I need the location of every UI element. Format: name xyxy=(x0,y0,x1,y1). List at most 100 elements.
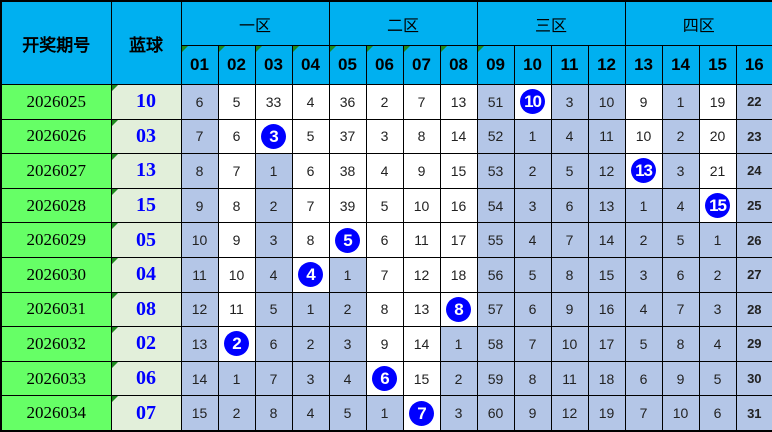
miss-count-cell: 10 xyxy=(624,118,663,155)
hit-cell: 4 xyxy=(291,256,330,293)
miss-count-cell: 5 xyxy=(291,118,330,155)
miss-count-cell: 56 xyxy=(476,256,515,293)
miss-count-cell: 31 xyxy=(735,395,772,432)
miss-count-cell: 5 xyxy=(513,256,552,293)
miss-count-cell: 7 xyxy=(402,84,441,120)
hit-ball-marker: 10 xyxy=(520,89,546,115)
miss-count-cell: 6 xyxy=(661,256,700,293)
miss-count-cell: 7 xyxy=(661,291,700,328)
miss-count-cell: 14 xyxy=(402,326,441,362)
miss-count-cell: 8 xyxy=(402,118,441,155)
miss-count-cell: 10 xyxy=(587,84,626,120)
blue-ball-cell: 04 xyxy=(110,256,182,293)
number-header-03: 03 xyxy=(254,45,293,85)
miss-count-cell: 30 xyxy=(735,360,772,397)
hit-ball-marker: 6 xyxy=(372,366,398,392)
miss-count-cell: 54 xyxy=(476,187,515,224)
miss-count-cell: 8 xyxy=(291,222,330,258)
miss-count-cell: 55 xyxy=(476,222,515,258)
miss-count-cell: 4 xyxy=(291,395,330,432)
number-header-07: 07 xyxy=(402,45,441,85)
miss-count-cell: 14 xyxy=(587,222,626,258)
miss-count-cell: 1 xyxy=(291,291,330,328)
hit-ball-marker: 7 xyxy=(409,400,435,426)
miss-count-cell: 7 xyxy=(291,187,330,224)
miss-count-cell: 23 xyxy=(735,118,772,155)
miss-count-cell: 25 xyxy=(735,187,772,224)
miss-count-cell: 53 xyxy=(476,153,515,189)
zone-header-row: 开奖期号 蓝球 一区 二区 三区 四区 xyxy=(0,0,772,85)
miss-count-cell: 13 xyxy=(402,291,441,328)
miss-count-cell: 2 xyxy=(254,187,293,224)
miss-count-cell: 59 xyxy=(476,360,515,397)
miss-count-cell: 60 xyxy=(476,395,515,432)
period-cell: 2026027 xyxy=(0,153,112,189)
period-cell: 2026026 xyxy=(0,118,112,155)
miss-count-cell: 10 xyxy=(217,256,256,293)
draw-row: 2026027 13 8 7 1 6 38 4 9 15 53 2 5 12 13 3 21 24 xyxy=(0,153,772,189)
miss-count-cell: 4 xyxy=(365,153,404,189)
hit-cell: 7 xyxy=(402,395,441,432)
miss-count-cell: 14 xyxy=(439,118,478,155)
number-header-05: 05 xyxy=(328,45,367,85)
miss-count-cell: 8 xyxy=(180,153,219,189)
miss-count-cell: 2 xyxy=(291,326,330,362)
miss-count-cell: 2 xyxy=(328,291,367,328)
miss-count-cell: 6 xyxy=(624,360,663,397)
miss-count-cell: 6 xyxy=(217,118,256,155)
miss-count-cell: 6 xyxy=(365,222,404,258)
period-cell: 2026025 xyxy=(0,84,112,120)
hit-cell: 10 xyxy=(513,84,552,120)
blue-ball-cell: 03 xyxy=(110,118,182,155)
miss-count-cell: 5 xyxy=(550,153,589,189)
miss-count-cell: 33 xyxy=(254,84,293,120)
miss-count-cell: 58 xyxy=(476,326,515,362)
miss-count-cell: 7 xyxy=(550,222,589,258)
miss-count-cell: 16 xyxy=(439,187,478,224)
miss-count-cell: 10 xyxy=(661,395,700,432)
miss-count-cell: 7 xyxy=(365,256,404,293)
miss-count-cell: 11 xyxy=(550,360,589,397)
miss-count-cell: 2 xyxy=(513,153,552,189)
miss-count-cell: 2 xyxy=(439,360,478,397)
miss-count-cell: 4 xyxy=(550,118,589,155)
zone-2-header: 二区 xyxy=(328,0,478,46)
miss-count-cell: 38 xyxy=(328,153,367,189)
number-header-04: 04 xyxy=(291,45,330,85)
period-cell: 2026033 xyxy=(0,360,112,397)
period-cell: 2026028 xyxy=(0,187,112,224)
zone-3-header: 三区 xyxy=(476,0,626,46)
blue-ball-cell: 08 xyxy=(110,291,182,328)
miss-count-cell: 3 xyxy=(291,360,330,397)
number-header-15: 15 xyxy=(698,45,737,85)
miss-count-cell: 7 xyxy=(180,118,219,155)
miss-count-cell: 14 xyxy=(180,360,219,397)
hit-ball-marker: 4 xyxy=(298,262,323,288)
miss-count-cell: 3 xyxy=(439,395,478,432)
miss-count-cell: 9 xyxy=(661,360,700,397)
miss-count-cell: 1 xyxy=(624,187,663,224)
miss-count-cell: 9 xyxy=(550,291,589,328)
miss-count-cell: 9 xyxy=(402,153,441,189)
number-header-16: 16 xyxy=(735,45,772,85)
hit-cell: 13 xyxy=(624,153,663,189)
miss-count-cell: 17 xyxy=(587,326,626,362)
miss-count-cell: 19 xyxy=(698,84,737,120)
miss-count-cell: 4 xyxy=(624,291,663,328)
number-header-08: 08 xyxy=(439,45,478,85)
hit-ball-marker: 13 xyxy=(631,158,657,184)
miss-count-cell: 15 xyxy=(439,153,478,189)
miss-count-cell: 3 xyxy=(661,153,700,189)
miss-count-cell: 6 xyxy=(254,326,293,362)
draw-row: 2026034 07 15 2 8 4 5 1 7 3 60 9 12 19 7 10 6 31 xyxy=(0,395,772,432)
miss-count-cell: 16 xyxy=(587,291,626,328)
number-header-09: 09 xyxy=(476,45,515,85)
number-header-13: 13 xyxy=(624,45,663,85)
miss-count-cell: 19 xyxy=(587,395,626,432)
blue-ball-cell: 15 xyxy=(110,187,182,224)
miss-count-cell: 12 xyxy=(550,395,589,432)
miss-count-cell: 36 xyxy=(328,84,367,120)
miss-count-cell: 4 xyxy=(513,222,552,258)
hit-cell: 8 xyxy=(439,291,478,328)
